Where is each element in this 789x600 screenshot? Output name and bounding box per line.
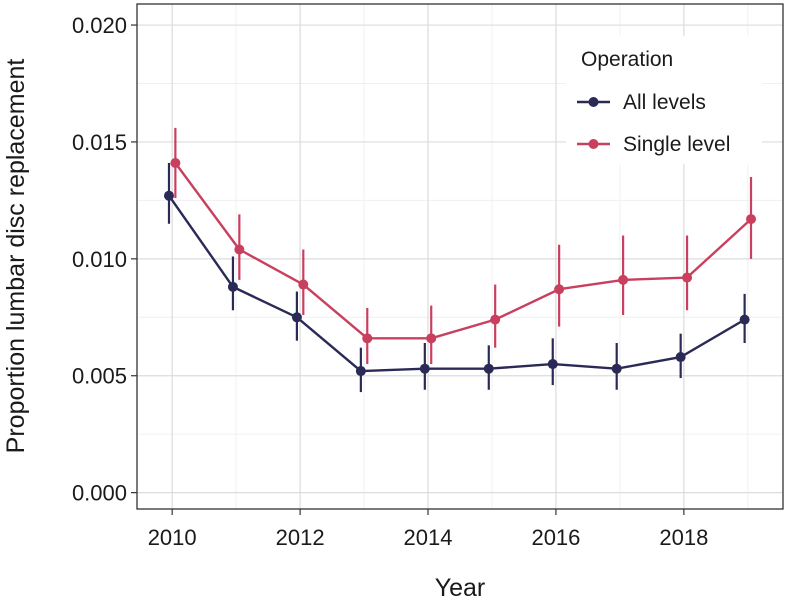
point-single-level <box>362 333 373 344</box>
point-single-level <box>682 272 693 283</box>
y-tick-label: 0.020 <box>72 13 127 38</box>
point-single-level <box>618 274 629 285</box>
y-tick-label: 0.005 <box>72 364 127 389</box>
x-tick-label: 2014 <box>404 525 453 550</box>
y-axis-title: Proportion lumbar disc replacement <box>2 59 30 454</box>
point-single-level <box>746 214 757 225</box>
x-tick-label: 2016 <box>531 525 580 550</box>
plot-border <box>136 3 784 510</box>
legend-label-all-levels: All levels <box>623 91 706 114</box>
tick-labels: 0.000 0.005 0.010 0.015 0.020 2010 2012 2014 201… <box>72 13 708 550</box>
point-single-level <box>490 314 501 325</box>
x-axis-title: Year <box>435 574 486 600</box>
series-single-level <box>170 127 757 365</box>
x-tick-label: 2012 <box>276 525 325 550</box>
point-all-levels <box>163 190 174 201</box>
line-all-levels <box>167 195 746 373</box>
x-tick-label: 2010 <box>148 525 197 550</box>
legend-point-all-levels <box>588 97 599 107</box>
legend-label-single-level: Single level <box>623 133 730 156</box>
point-all-levels <box>355 366 366 377</box>
point-all-levels <box>547 359 558 370</box>
major-gridlines <box>137 4 783 509</box>
legend-title: Operation <box>581 48 673 71</box>
series-layer <box>163 127 757 393</box>
legend: Operation All levels Single level <box>566 36 762 164</box>
y-tick-label: 0.015 <box>72 130 127 155</box>
point-single-level <box>170 157 181 168</box>
point-single-level <box>298 279 309 290</box>
series-all-levels <box>163 162 750 393</box>
point-all-levels <box>675 352 686 363</box>
y-tick-label: 0.000 <box>72 481 127 506</box>
line-single-level <box>174 162 752 340</box>
point-all-levels <box>227 281 238 292</box>
point-all-levels <box>291 312 302 323</box>
point-all-levels <box>739 314 750 325</box>
x-tick-label: 2018 <box>659 525 708 550</box>
point-all-levels <box>611 363 622 374</box>
point-single-level <box>554 284 565 295</box>
point-single-level <box>234 244 245 255</box>
legend-background <box>566 36 762 164</box>
point-single-level <box>426 333 437 344</box>
y-tick-label: 0.010 <box>72 247 127 272</box>
legend-point-single-level <box>588 139 599 149</box>
point-all-levels <box>483 363 494 374</box>
legend-items: All levels Single level <box>577 91 730 156</box>
axis-ticks <box>131 24 685 515</box>
point-all-levels <box>419 363 430 374</box>
